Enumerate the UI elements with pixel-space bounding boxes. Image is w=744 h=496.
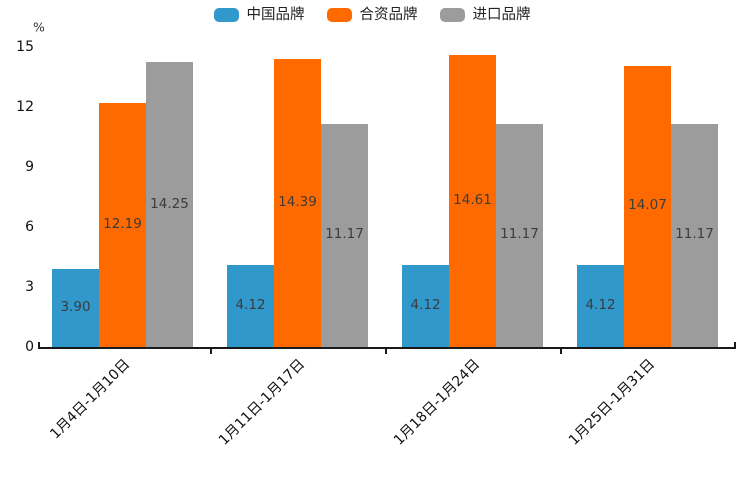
bar-进口品牌-4: [671, 123, 718, 347]
x-tick-label: 1月18日-1月24日: [390, 356, 484, 449]
x-axis-endcap-tick: [38, 342, 40, 348]
y-tick-label: 0: [25, 339, 34, 355]
x-tick-label: 1月4日-1月10日: [47, 356, 134, 443]
bar-value-label: 11.17: [500, 226, 539, 243]
bar-中国品牌-3: [402, 264, 449, 347]
legend: 中国品牌 合资品牌 进口品牌: [0, 8, 744, 23]
x-tick-label: 1月25日-1月31日: [565, 356, 659, 449]
bar-合资品牌-1: [99, 103, 146, 347]
bar-value-label: 14.25: [150, 195, 189, 212]
bar-value-label: 12.19: [103, 216, 142, 233]
x-axis-endcap-tick: [734, 342, 736, 348]
bar-进口品牌-2: [321, 123, 368, 347]
bar-进口品牌-3: [496, 123, 543, 347]
x-axis-tick: [560, 349, 562, 354]
bar-value-label: 3.90: [60, 299, 91, 315]
bar-value-label: 11.17: [675, 226, 714, 243]
bar-合资品牌-3: [449, 54, 496, 347]
y-tick-label: 9: [25, 159, 34, 175]
bar-value-label: 14.07: [628, 197, 667, 214]
bar-合资品牌-4: [624, 65, 671, 347]
x-tick-label: 1月11日-1月17日: [215, 356, 309, 449]
bar-value-label: 4.12: [410, 296, 441, 313]
legend-item: 进口品牌: [439, 7, 531, 23]
x-axis-tick: [385, 349, 387, 354]
legend-label: 合资品牌: [359, 7, 418, 23]
x-axis-tick: [210, 349, 212, 354]
legend-label: 进口品牌: [472, 7, 531, 23]
legend-item: 合资品牌: [326, 7, 418, 23]
y-tick-label: 15: [16, 39, 34, 55]
x-axis-line: [38, 347, 736, 349]
y-tick-label: 12: [16, 99, 34, 115]
y-tick-label: 3: [25, 279, 34, 295]
bar-合资品牌-2: [274, 59, 321, 347]
legend-label: 中国品牌: [246, 7, 305, 23]
legend-swatch-icon: [326, 8, 352, 23]
bar-value-label: 4.12: [235, 296, 266, 313]
legend-item: 中国品牌: [213, 7, 305, 23]
legend-swatch-icon: [213, 8, 239, 23]
y-axis-unit-label: %: [33, 19, 45, 35]
bar-中国品牌-4: [577, 264, 624, 347]
bar-进口品牌-1: [146, 62, 193, 347]
bar-中国品牌-1: [52, 269, 99, 347]
y-tick-label: 6: [25, 219, 34, 235]
bar-中国品牌-2: [227, 264, 274, 347]
bar-value-label: 11.17: [325, 226, 364, 243]
bar-value-label: 14.61: [453, 191, 492, 208]
bar-value-label: 14.39: [278, 194, 317, 211]
bar-value-label: 4.12: [585, 296, 616, 313]
legend-swatch-icon: [439, 8, 465, 23]
